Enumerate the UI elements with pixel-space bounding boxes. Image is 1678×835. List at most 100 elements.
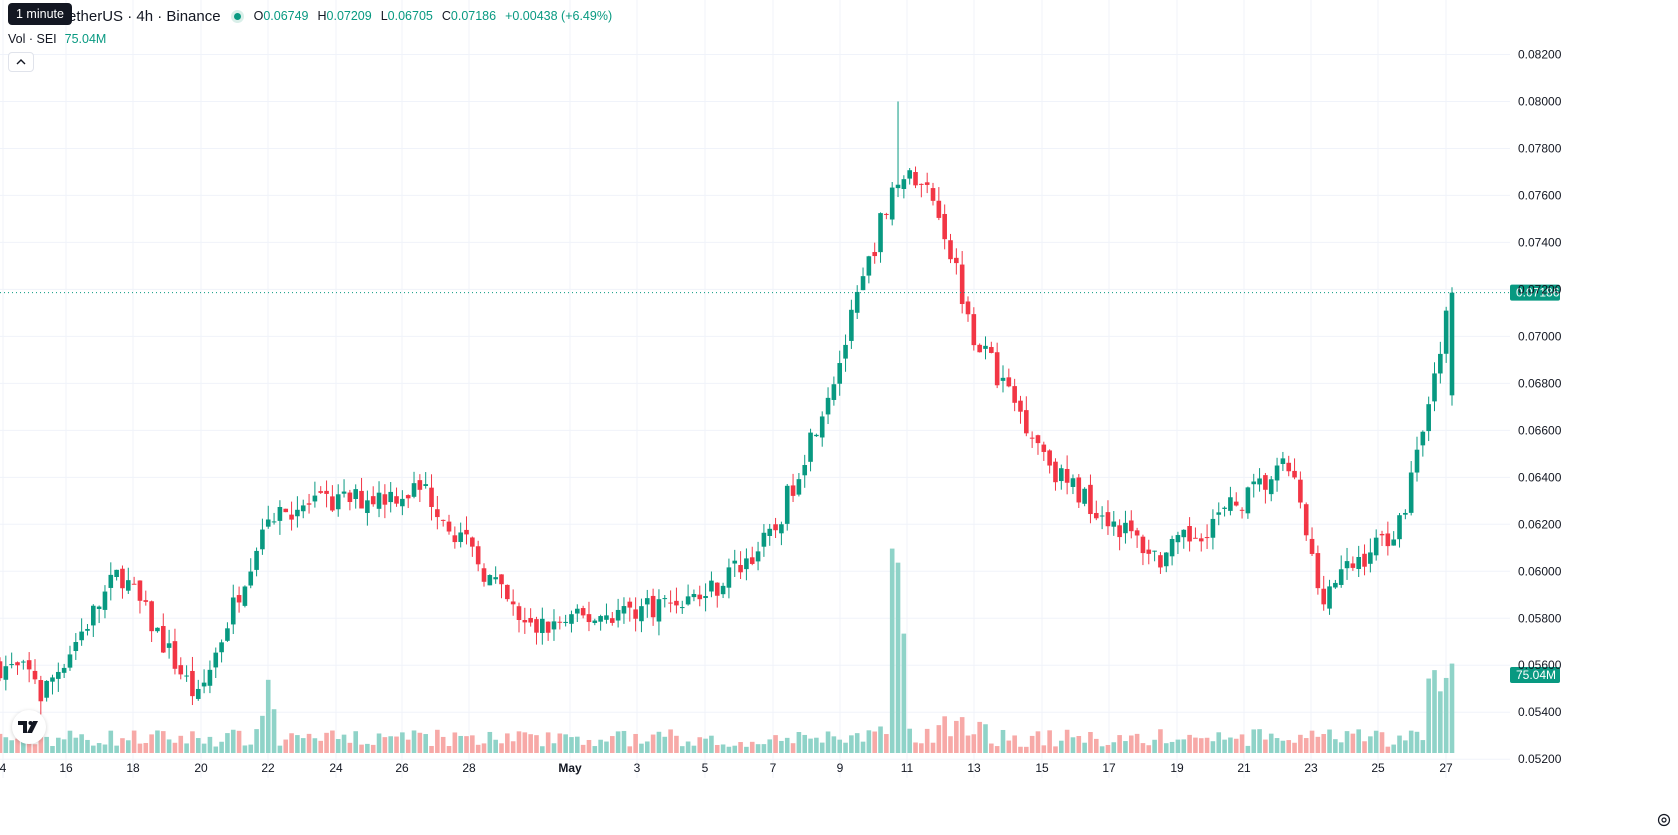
volume-bar <box>1303 738 1309 753</box>
volume-bar <box>1414 731 1420 753</box>
volume-bar <box>1169 741 1175 753</box>
symbol-title[interactable]: etherUS · 4h · Binance <box>68 7 221 25</box>
candle-body <box>604 615 609 620</box>
volume-bar <box>0 733 3 753</box>
candle-body <box>341 491 347 494</box>
volume-bar <box>749 741 755 753</box>
volume-bar <box>347 742 353 753</box>
candle-body <box>452 535 458 543</box>
volume-bar <box>685 741 691 753</box>
candle-body <box>91 605 96 626</box>
volume-bar <box>901 633 907 753</box>
candle-body <box>854 291 860 313</box>
volume-bar <box>137 743 143 753</box>
candle-body <box>720 585 726 595</box>
candle-body <box>738 565 743 573</box>
candle-body <box>1292 470 1297 478</box>
volume-bar <box>767 739 773 753</box>
volume-bar <box>312 738 318 753</box>
time-tick-label: 28 <box>462 761 476 775</box>
volume-bar <box>1274 738 1280 753</box>
candle-body <box>1280 458 1286 464</box>
candle-body <box>1163 552 1169 567</box>
candle-body <box>563 621 568 623</box>
candle-body <box>475 546 481 565</box>
candle-body <box>1385 533 1391 547</box>
volume-bar <box>837 739 843 753</box>
candle-body <box>32 670 38 680</box>
volume-bar <box>1082 742 1087 753</box>
candle-body <box>143 600 149 602</box>
volume-bar <box>79 734 84 753</box>
candle-body <box>540 618 545 633</box>
candle-body <box>435 509 440 518</box>
candle-body <box>895 184 901 189</box>
candle-body <box>1035 435 1041 444</box>
candle-body <box>1198 538 1204 542</box>
candle-body <box>353 489 359 499</box>
volume-bar <box>843 742 848 753</box>
volume-bar <box>808 738 813 753</box>
volume-bar <box>1356 729 1361 753</box>
tradingview-logo-icon[interactable] <box>12 710 46 744</box>
candle-body <box>505 584 510 600</box>
candle-body <box>73 642 79 652</box>
candle-body <box>551 621 557 630</box>
volume-bar <box>265 679 271 753</box>
volume-bar <box>73 737 79 753</box>
volume-bars <box>0 548 1455 753</box>
candle-body <box>1029 437 1035 439</box>
volume-bar <box>563 734 568 753</box>
candle-body <box>755 551 761 562</box>
candle-body <box>1059 468 1064 482</box>
candle-body <box>242 586 248 606</box>
candle-body <box>1391 539 1396 546</box>
candle-body <box>388 491 393 503</box>
candle-body <box>744 558 749 570</box>
candle-body <box>160 626 166 653</box>
candle-body <box>825 397 831 415</box>
candle-body <box>930 188 936 201</box>
candle-body <box>837 363 843 384</box>
volume-bar <box>866 730 872 753</box>
collapse-legend-button[interactable] <box>8 52 34 72</box>
volume-bar <box>1280 740 1286 753</box>
candle-body <box>860 276 866 291</box>
candle-body <box>219 642 224 653</box>
volume-bar <box>56 737 61 753</box>
market-status-icon[interactable] <box>230 9 244 23</box>
volume-label[interactable]: Vol · SEI <box>8 32 57 46</box>
last-price-line: 0.07186 75.04M <box>0 284 1560 683</box>
candle-body <box>172 641 178 669</box>
candle-body <box>394 496 399 504</box>
volume-bar <box>120 738 125 753</box>
volume-bar <box>1338 742 1344 753</box>
volume-bar <box>1362 741 1367 753</box>
volume-bar <box>1193 737 1198 753</box>
gear-icon[interactable] <box>1656 812 1672 828</box>
volume-bar <box>604 741 609 753</box>
volume-bar <box>1175 739 1181 753</box>
volume-bar <box>609 736 615 753</box>
candle-body <box>732 560 738 564</box>
price-candles <box>0 101 1455 715</box>
candle-body <box>971 314 977 346</box>
candle-body <box>411 483 417 497</box>
candle-body <box>808 432 813 462</box>
candle-body <box>44 680 49 698</box>
volume-bar <box>1438 691 1443 753</box>
candle-body <box>155 627 160 632</box>
candle-body <box>1105 512 1111 527</box>
volume-bar <box>254 729 259 753</box>
volume-bar <box>108 730 114 753</box>
price-tick-label: 0.07800 <box>1518 141 1562 155</box>
volume-bar <box>668 729 673 753</box>
volume-bar <box>417 732 423 753</box>
candle-body <box>178 665 184 675</box>
candle-body <box>85 628 90 631</box>
volume-bar <box>324 732 329 753</box>
candle-body <box>1379 533 1385 536</box>
volume-bar <box>965 735 971 753</box>
candle-body <box>1239 509 1245 511</box>
